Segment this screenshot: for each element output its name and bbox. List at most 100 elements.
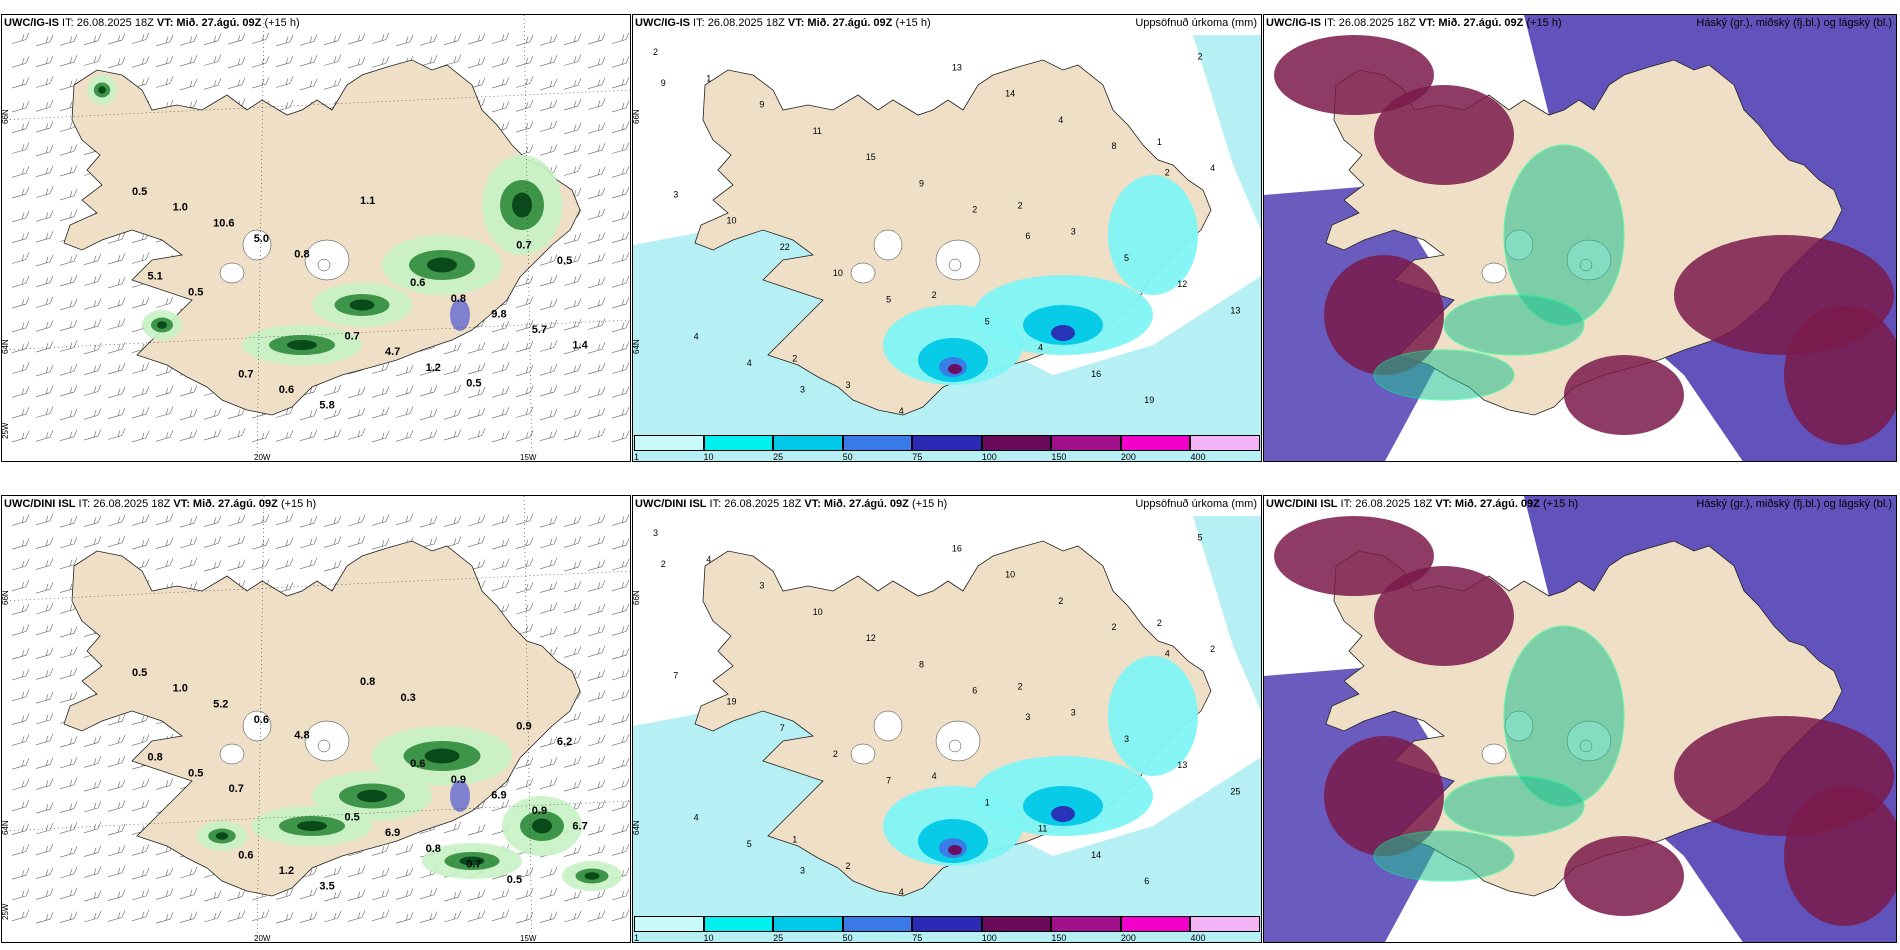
wind-barb (35, 668, 54, 680)
wind-barb (539, 429, 558, 441)
wind-barb (491, 406, 510, 419)
wind-barb (155, 385, 174, 397)
colorbar-tick: 200 (1120, 452, 1136, 462)
glacier (948, 258, 962, 272)
wind-barb (83, 408, 102, 420)
value-label: 13 (1230, 305, 1240, 315)
wind-barb (155, 430, 174, 442)
lat-label: 66N (633, 590, 641, 605)
wind-barb (611, 166, 630, 178)
wind-barb (539, 536, 558, 549)
value-label: 3 (653, 528, 658, 538)
wind-barb (611, 668, 630, 681)
it-value: 26.08.2025 18Z (1355, 498, 1436, 510)
wind-barb (515, 76, 534, 88)
lon-label: 15W (520, 934, 537, 942)
wind-barb (539, 120, 558, 132)
wind-barb (83, 910, 102, 923)
wind-barb (491, 320, 510, 333)
wind-barb (563, 342, 582, 355)
wind-barb (251, 558, 270, 571)
wind-barb (539, 384, 558, 397)
value-label: 0.8 (148, 752, 163, 764)
wind-barb (515, 778, 534, 790)
wind-barb (395, 364, 414, 377)
wind-barb (563, 253, 582, 265)
value-label: 0.9 (532, 805, 547, 817)
value-label: 0.8 (360, 676, 375, 688)
wind-barb (107, 342, 126, 354)
wind-barb (11, 648, 30, 660)
wind-barb (11, 430, 30, 443)
wind-barb (611, 276, 630, 288)
wind-barb (83, 253, 102, 265)
wind-barb (419, 364, 438, 376)
wind-barb (251, 56, 270, 68)
wind-barb (563, 143, 582, 155)
precip-core (424, 748, 460, 764)
colorbar-tick: 25 (773, 933, 784, 943)
value-label: 1.2 (279, 865, 294, 877)
wind-barb (587, 690, 606, 702)
value-label: 4 (899, 406, 904, 416)
glacier (873, 229, 903, 261)
wind-barb (563, 580, 582, 593)
wind-barb (395, 385, 414, 397)
map-panel-bottom-right: UWC/DINI ISL IT: 26.08.2025 18Z VT: Mið.… (1263, 495, 1897, 943)
wind-barb (11, 56, 30, 68)
precipitation-colorbar: 1 10 25 50 75 100 150 200 400 (633, 914, 1261, 942)
wind-barb (131, 252, 150, 264)
wind-barb (131, 32, 150, 44)
wind-barb (35, 340, 54, 353)
value-label: 2 (792, 354, 797, 364)
wind-barb (59, 736, 78, 748)
value-label: 0.7 (238, 368, 253, 380)
wind-barb (35, 822, 54, 835)
wind-barb (587, 56, 606, 69)
wind-barb (539, 777, 558, 790)
value-label: 0.8 (451, 293, 466, 305)
it-label: IT: (690, 17, 708, 29)
wind-barb (491, 579, 510, 592)
vt-label: VT: (787, 17, 808, 29)
wind-barb (227, 514, 246, 527)
wind-barb (515, 558, 534, 570)
wind-barb (611, 76, 630, 89)
wind-barb (83, 890, 102, 902)
wind-barb (11, 341, 30, 353)
wind-barb (491, 909, 510, 922)
wind-barb (371, 514, 390, 526)
wind-barb (83, 756, 102, 768)
colorbar-tick: 100 (981, 933, 997, 943)
lat-label: 66N (2, 109, 10, 124)
wind-barb (611, 888, 630, 901)
precip-core (357, 789, 387, 803)
wind-barb (275, 55, 294, 67)
wind-barb (251, 76, 270, 89)
colorbar-swatch (1120, 435, 1191, 451)
wind-barb (323, 384, 342, 396)
wind-barb (107, 407, 126, 419)
value-label: 2 (833, 749, 838, 759)
wind-barb (59, 846, 78, 858)
wind-barb (611, 386, 630, 398)
wind-barb (611, 430, 630, 443)
wind-barb (563, 33, 582, 45)
wind-barb (83, 384, 102, 396)
wind-barb (491, 32, 510, 44)
wind-barb (563, 318, 582, 331)
wind-barb (323, 78, 342, 90)
wind-barb (299, 54, 318, 67)
wind-barb (83, 318, 102, 331)
wind-barb (443, 408, 462, 420)
wind-barb (131, 734, 150, 746)
wind-barb (59, 364, 78, 376)
value-label: 0.5 (132, 186, 147, 198)
wind-barb (467, 342, 486, 354)
colorbar-swatch (842, 916, 913, 932)
wind-barb (395, 430, 414, 442)
wind-barb (419, 887, 438, 900)
wind-barb (491, 799, 510, 812)
wind-barb (611, 320, 630, 333)
iceland-coastline (63, 540, 581, 897)
